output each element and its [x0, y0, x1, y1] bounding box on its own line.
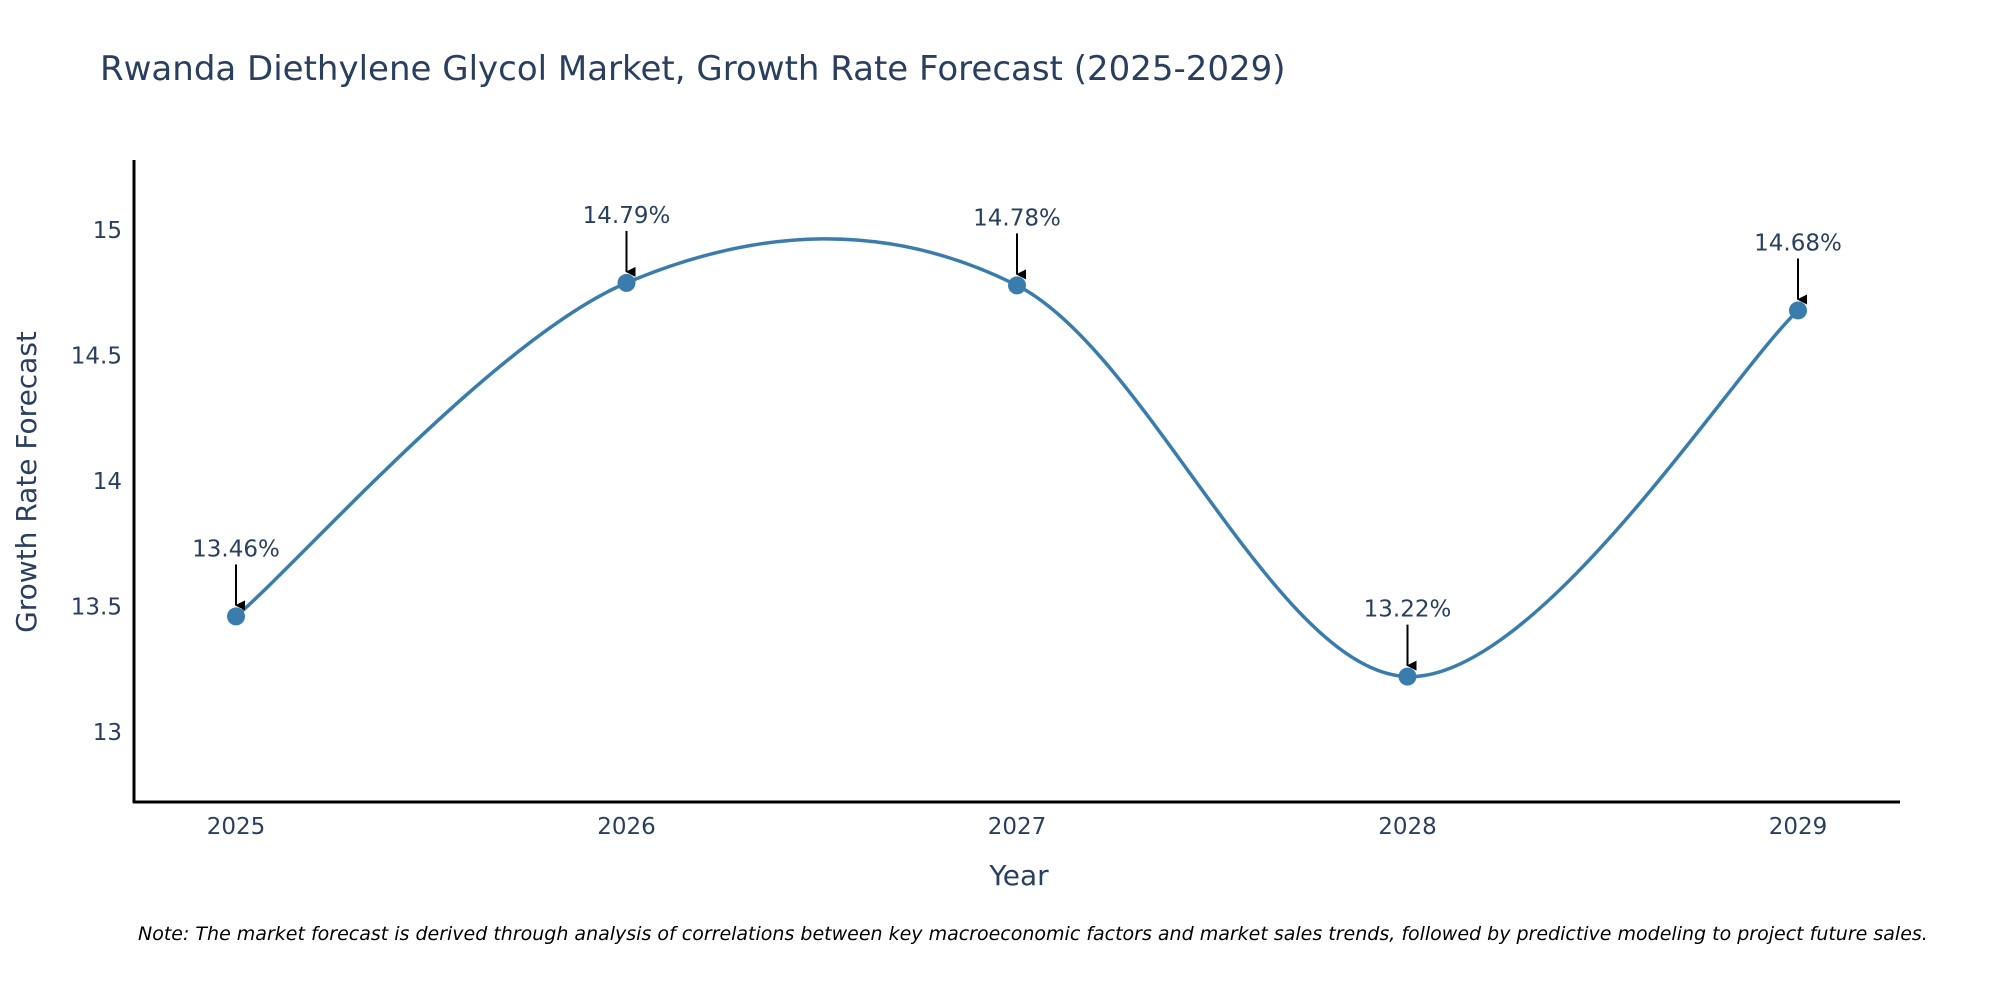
y-axis-ticks: 13 13.5 14 14.5 15	[71, 218, 122, 746]
data-label: 13.46%	[192, 536, 280, 562]
plot-area	[227, 237, 1807, 686]
data-point-2029[interactable]	[1789, 301, 1807, 320]
x-tick-label: 2027	[988, 814, 1047, 840]
x-tick-label: 2028	[1378, 814, 1437, 840]
footnote: Note: The market forecast is derived thr…	[138, 923, 1928, 945]
data-point-2027[interactable]	[1008, 276, 1026, 295]
series-line	[234, 237, 1800, 679]
y-tick-label: 13	[93, 720, 122, 746]
y-axis-title: Growth Rate Forecast	[10, 331, 43, 633]
data-label: 13.22%	[1364, 597, 1452, 623]
x-tick-label: 2025	[207, 814, 266, 840]
data-point-2025[interactable]	[227, 607, 245, 626]
y-tick-label: 14	[93, 469, 122, 495]
x-tick-label: 2029	[1769, 814, 1828, 840]
y-tick-label: 15	[93, 218, 122, 244]
chart-title: Rwanda Diethylene Glycol Market, Growth …	[100, 49, 1286, 89]
data-annotations: 13.46% 14.79% 14.78% 13.22% 14.68%	[192, 203, 1842, 671]
x-axis-title: Year	[988, 859, 1049, 892]
data-label: 14.68%	[1754, 230, 1842, 256]
x-tick-label: 2026	[597, 814, 656, 840]
data-point-2028[interactable]	[1398, 667, 1417, 686]
data-label: 14.79%	[583, 203, 671, 229]
data-label: 14.78%	[973, 205, 1061, 231]
x-axis-ticks: 2025 2026 2027 2028 2029	[207, 814, 1828, 840]
data-point-2026[interactable]	[617, 273, 636, 292]
y-tick-label: 14.5	[71, 344, 122, 370]
y-tick-label: 13.5	[71, 594, 122, 620]
